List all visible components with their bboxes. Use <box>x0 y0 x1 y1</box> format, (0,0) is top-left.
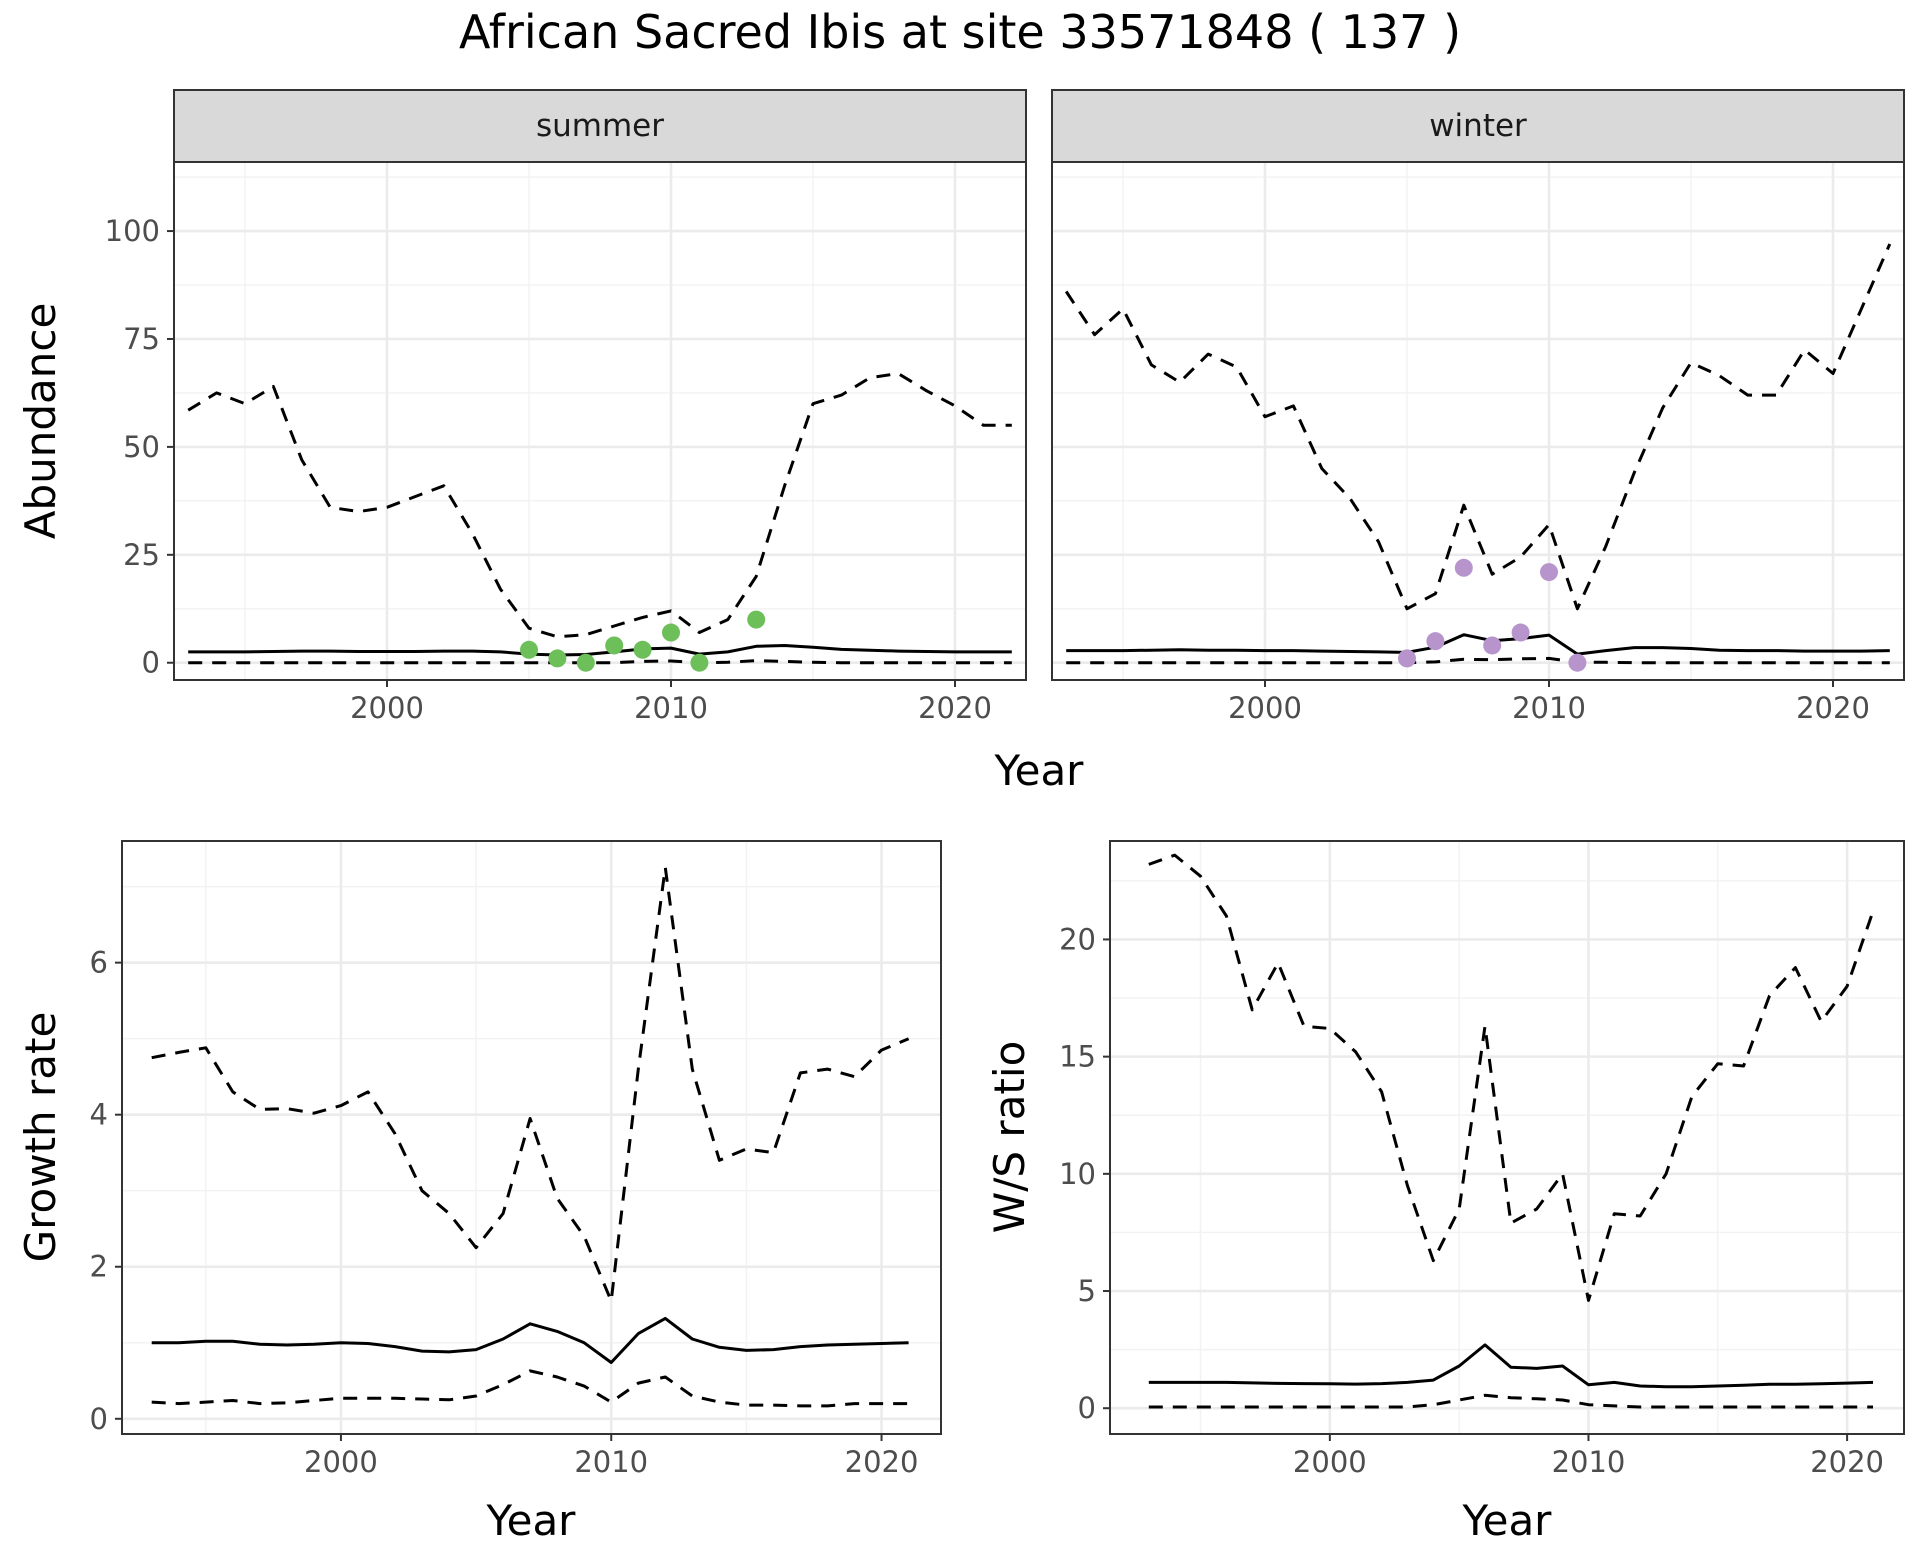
growth-rate-y-tick-label: 0 <box>90 1402 108 1436</box>
panel-abundance-winter: 2000 2010 2020 <box>1051 89 1905 725</box>
y-axis-title-growth-rate: Growth rate <box>16 1012 65 1263</box>
abundance-winter-line-mean <box>1066 633 1890 656</box>
abundance-summer-observed-point <box>633 640 652 659</box>
abundance-summer-panel-border <box>173 161 1027 681</box>
abundance-summer-x-tick-label: 2020 <box>918 691 992 725</box>
abundance-summer-line-upper <box>187 372 1012 639</box>
figure-title: African Sacred Ibis at site 33571848 ( 1… <box>459 5 1461 59</box>
abundance-winter-observed-point <box>1454 558 1473 577</box>
abundance-summer-plot-background <box>174 162 1026 680</box>
abundance-summer-x-tick-label: 2010 <box>634 691 708 725</box>
abundance-winter-x-tick-label: 2020 <box>1796 691 1870 725</box>
growth-rate-y-tick-label: 4 <box>90 1098 108 1132</box>
ws-ratio-y-tick-label: 5 <box>1078 1274 1096 1308</box>
strip-label-winter: winter <box>1429 108 1527 144</box>
panel-ws-ratio: 2000 2010 2020 0 5 10 15 20 <box>1059 840 1905 1479</box>
abundance-summer-y-tick-label: 0 <box>142 646 160 680</box>
growth-rate-y-tick-label: 2 <box>90 1250 108 1284</box>
abundance-summer-observed-point <box>548 649 567 668</box>
abundance-winter-strip <box>1051 89 1905 163</box>
ws-ratio-y-tick-label: 10 <box>1059 1157 1096 1191</box>
panel-growth-rate: 2000 2010 2020 0 2 4 6 <box>90 840 942 1479</box>
growth-rate-panel-border <box>121 840 942 1435</box>
growth-rate-x-tick-label: 2000 <box>304 1445 378 1479</box>
x-axis-title-abundance: Year <box>994 746 1085 795</box>
abundance-summer-observed-point <box>690 653 709 672</box>
y-axis-title-abundance: Abundance <box>16 303 65 540</box>
growth-rate-y-tick-label: 6 <box>90 946 108 980</box>
panel-abundance-summer: 2000 2010 2020 0 25 50 75 100 <box>105 89 1027 725</box>
x-axis-title-ws-ratio: Year <box>1462 1496 1553 1545</box>
abundance-summer-observed-point <box>747 610 766 629</box>
ws-ratio-x-tick-label: 2020 <box>1810 1445 1884 1479</box>
ws-ratio-y-tick-label: 20 <box>1059 922 1096 956</box>
abundance-summer-observed-point <box>662 623 680 642</box>
abundance-summer-observed-point <box>605 636 624 655</box>
ws-ratio-line-upper <box>1148 853 1875 1302</box>
abundance-winter-observed-point <box>1540 563 1558 582</box>
growth-rate-line-upper <box>151 866 910 1303</box>
abundance-summer-line-mean <box>188 644 1012 657</box>
abundance-summer-y-tick-label: 25 <box>123 538 160 572</box>
ws-ratio-y-tick-label: 15 <box>1059 1040 1096 1074</box>
growth-rate-x-tick-label: 2010 <box>574 1445 648 1479</box>
abundance-winter-x-tick-label: 2000 <box>1228 691 1302 725</box>
abundance-summer-line-lower <box>188 659 1012 665</box>
growth-rate-line-mean <box>151 1316 909 1364</box>
growth-rate-line-lower <box>151 1369 909 1408</box>
abundance-summer-y-tick-label: 50 <box>123 430 160 464</box>
abundance-summer-y-tick-label: 75 <box>123 322 160 356</box>
y-axis-title-ws-ratio: W/S ratio <box>985 1041 1034 1234</box>
abundance-winter-observed-point <box>1511 623 1530 642</box>
abundance-winter-line-lower <box>1066 656 1890 665</box>
abundance-summer-strip <box>173 89 1027 163</box>
x-axis-title-growth-rate: Year <box>486 1496 577 1545</box>
abundance-winter-line-upper <box>1064 243 1892 611</box>
abundance-summer-observed-point <box>576 653 595 672</box>
abundance-winter-x-tick-label: 2010 <box>1512 691 1586 725</box>
ws-ratio-line-mean <box>1148 1343 1874 1389</box>
growth-rate-plot-background <box>122 841 941 1434</box>
abundance-summer-x-tick-label: 2000 <box>350 691 424 725</box>
abundance-winter-plot-background <box>1052 162 1904 680</box>
abundance-winter-observed-point <box>1398 649 1416 668</box>
ws-ratio-y-tick-label: 0 <box>1078 1391 1096 1425</box>
abundance-summer-y-tick-label: 100 <box>105 214 160 248</box>
growth-rate-x-tick-label: 2020 <box>845 1445 919 1479</box>
ws-ratio-x-tick-label: 2000 <box>1293 1445 1367 1479</box>
ws-ratio-line-lower <box>1148 1393 1873 1409</box>
abundance-winter-observed-point <box>1426 632 1445 651</box>
abundance-winter-observed-point <box>1483 636 1502 655</box>
ws-ratio-x-tick-label: 2010 <box>1552 1445 1626 1479</box>
abundance-winter-observed-point <box>1568 653 1587 672</box>
abundance-summer-observed-point <box>520 640 538 659</box>
ws-ratio-panel-border <box>1109 840 1905 1435</box>
strip-label-summer: summer <box>536 108 664 144</box>
abundance-winter-panel-border <box>1051 161 1905 681</box>
